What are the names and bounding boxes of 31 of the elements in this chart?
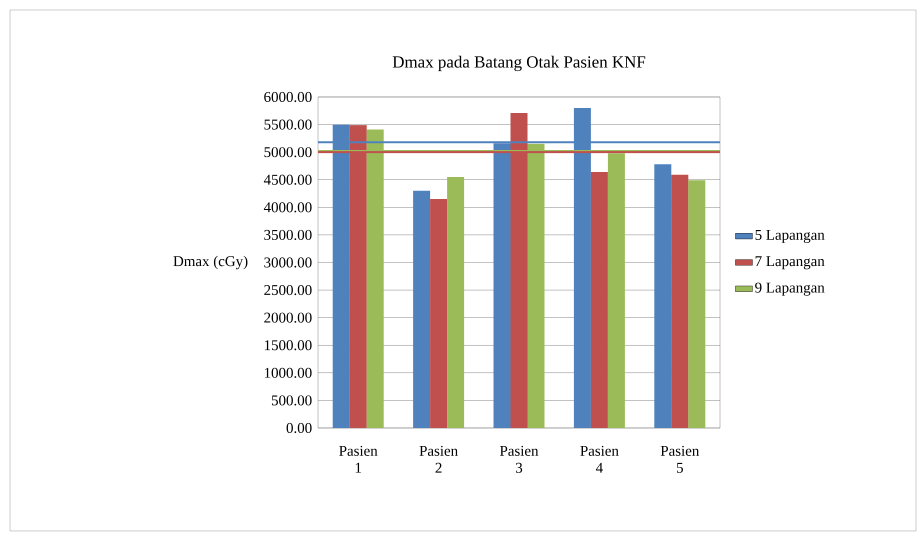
- bar: [671, 174, 688, 428]
- bar: [413, 190, 430, 428]
- bar: [654, 164, 672, 428]
- y-tick-label: 4500.00: [264, 174, 312, 185]
- y-tick-label: 6000.00: [264, 92, 312, 102]
- x-tick-label: Pasien 5: [660, 446, 700, 473]
- y-tick-label: 1500.00: [264, 340, 312, 350]
- y-tick-label: 4000.00: [264, 202, 312, 212]
- y-tick-label: 3500.00: [264, 230, 312, 240]
- y-axis-title: Dmax (cGy): [173, 256, 248, 270]
- bar: [447, 176, 464, 428]
- legend-label: 9 Lapangan: [755, 282, 825, 296]
- y-tick-label: 2000.00: [264, 312, 312, 323]
- x-tick-label: Pasien 2: [420, 446, 458, 473]
- legend-label: 7 Lapangan: [756, 256, 825, 270]
- x-tick-label: Pasien 1: [339, 446, 378, 473]
- y-tick-label: 5500.00: [264, 120, 312, 130]
- bar: [430, 199, 448, 428]
- y-tick-label: 500.00: [272, 395, 312, 406]
- chart-title: Dmax pada Batang Otak Pasien KNF: [392, 56, 646, 72]
- bar: [688, 180, 706, 428]
- x-tick-label: Pasien 3: [500, 446, 538, 473]
- x-tick-label: Pasien 4: [580, 446, 619, 473]
- y-tick-label: 1000.00: [264, 368, 312, 378]
- bar: [590, 172, 608, 428]
- y-tick-label: 5000.00: [264, 147, 312, 158]
- y-tick-label: 3000.00: [264, 257, 312, 268]
- y-tick-label: 2500.00: [264, 284, 312, 296]
- y-tick-label: 0.00: [286, 422, 312, 434]
- legend-label: 5 Lapangan: [756, 230, 825, 243]
- bar: [608, 153, 625, 428]
